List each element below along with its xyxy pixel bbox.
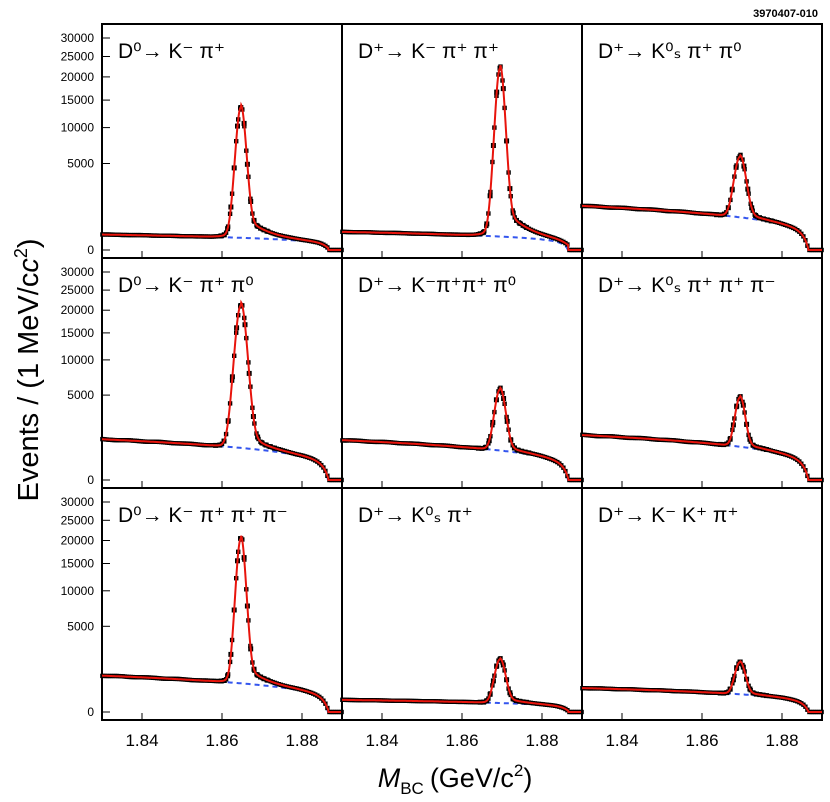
panel-label: D⁺→ K⁻π⁺π⁺ π⁰ [358, 274, 516, 297]
panel-label: D⁺→ K⁰ₛ π⁺ π⁰ [598, 40, 742, 63]
y-tick-label: 25000 [61, 283, 95, 297]
y-tick-label: 20000 [61, 70, 95, 84]
x-axis-label: MBC (GeV/c2) [378, 761, 533, 798]
total-fit-curve [102, 535, 342, 713]
total-fit-curve [102, 101, 342, 251]
data-points [580, 659, 824, 715]
data-points [580, 394, 824, 483]
panel-5: D⁺→ K⁻π⁺π⁺ π⁰ [340, 257, 584, 489]
x-tick-label: 1.84 [605, 731, 638, 750]
data-points [100, 303, 344, 483]
x-tick-label: 1.84 [125, 731, 158, 750]
panel-8: D⁺→ K⁰ₛ π⁺ [340, 487, 584, 721]
panel-label: D⁺→ K⁻ K⁺ π⁺ [598, 504, 739, 527]
y-tick-label: 25000 [61, 50, 95, 64]
total-fit-curve [582, 659, 822, 713]
panel-label: D⁺→ K⁻ π⁺ π⁺ [358, 40, 499, 63]
total-fit-curve [582, 153, 822, 251]
data-points [340, 64, 584, 253]
y-tick-label: 10000 [61, 353, 95, 367]
panel-4: D⁰→ K⁻ π⁺ π⁰ [100, 257, 344, 489]
y-tick-label: 15000 [61, 326, 95, 340]
y-tick-label: 20000 [61, 534, 95, 548]
x-tick-label: 1.88 [765, 731, 798, 750]
panel-6: D⁺→ K⁰ₛ π⁺ π⁺ π⁻ [580, 257, 824, 489]
x-axis-ticks: 1.84 1.86 1.88 1.84 1.86 1.88 1.84 1.86 1.88 [125, 731, 798, 750]
panel-label: D⁰→ K⁻ π⁺ [118, 40, 225, 63]
y-tick-label: 25000 [61, 513, 95, 527]
data-points [100, 536, 344, 715]
y-tick-label: 10000 [61, 584, 95, 598]
y-tick-label: 30000 [61, 495, 95, 509]
x-tick-label: 1.86 [445, 731, 478, 750]
y-axis-label: Events / (1 MeV/cc2) [11, 238, 45, 501]
y-tick-label: 30000 [61, 31, 95, 45]
y-tick-label: 10000 [61, 121, 95, 135]
x-tick-label: 1.84 [365, 731, 398, 750]
panel-7: D⁰→ K⁻ π⁺ π⁺ π⁻ [100, 487, 344, 721]
y-tick-label: 15000 [61, 557, 95, 571]
y-tick-label: 30000 [61, 265, 95, 279]
total-fit-curve [341, 64, 582, 251]
panel-9: D⁺→ K⁻ K⁺ π⁺ [580, 487, 824, 721]
data-points [580, 152, 824, 253]
total-fit-curve [582, 394, 822, 481]
x-tick-label: 1.88 [525, 731, 558, 750]
panel-label: D⁺→ K⁰ₛ π⁺ π⁺ π⁻ [598, 274, 776, 297]
y-tick-label: 5000 [67, 619, 94, 633]
panel-label: D⁺→ K⁰ₛ π⁺ [358, 504, 473, 527]
y-tick-label: 0 [87, 705, 94, 719]
y-tick-label: 20000 [61, 303, 95, 317]
panel-2: D⁺→ K⁻ π⁺ π⁺ [340, 23, 584, 259]
data-points [100, 105, 344, 253]
panel-grid: D⁰→ K⁻ π⁺ D⁺→ K⁻ π⁺ π⁺ D⁺→ K⁰ₛ π⁺ π⁰ D⁰→ K⁻… [100, 23, 824, 721]
data-points [340, 385, 584, 483]
y-tick-label: 15000 [61, 93, 95, 107]
panel-label: D⁰→ K⁻ π⁺ π⁺ π⁻ [118, 504, 288, 527]
x-tick-label: 1.86 [685, 731, 718, 750]
y-tick-label: 5000 [67, 388, 94, 402]
total-fit-curve [342, 385, 582, 481]
figure-id: 3970407-010 [753, 8, 818, 20]
x-tick-label: 1.88 [285, 731, 318, 750]
total-fit-curve [102, 299, 342, 481]
y-tick-label: 5000 [67, 157, 94, 171]
y-tick-label: 0 [87, 243, 94, 257]
x-tick-label: 1.86 [205, 731, 238, 750]
panel-1: D⁰→ K⁻ π⁺ [100, 23, 344, 259]
total-fit-curve [342, 656, 582, 713]
panel-label: D⁰→ K⁻ π⁺ π⁰ [118, 274, 254, 297]
y-tick-label: 0 [87, 473, 94, 487]
panel-3: D⁺→ K⁰ₛ π⁺ π⁰ [580, 23, 824, 259]
y-axis-ticks: 0 5000 10000 15000 20000 25000 30000 0 5000 10000… [61, 31, 110, 719]
